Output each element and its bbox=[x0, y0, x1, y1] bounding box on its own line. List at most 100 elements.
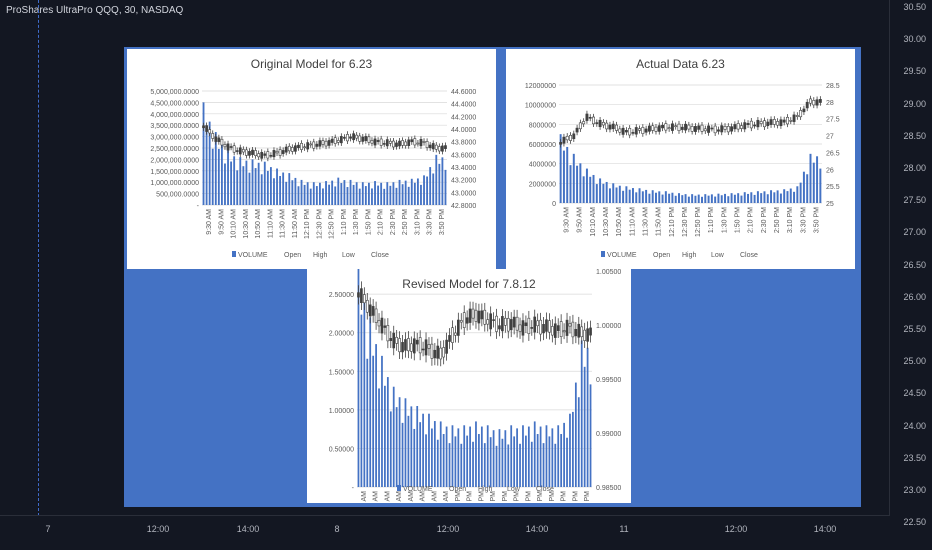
volume-bar bbox=[566, 146, 569, 203]
volume-bar bbox=[273, 178, 275, 205]
candlestick bbox=[427, 337, 431, 356]
candlestick bbox=[422, 138, 426, 146]
volume-bar bbox=[710, 194, 713, 203]
x-tick-label: 3:10 PM bbox=[414, 209, 421, 235]
volume-bar bbox=[315, 186, 318, 205]
candlestick bbox=[518, 317, 522, 339]
volume-bar bbox=[560, 434, 563, 487]
candlestick bbox=[425, 138, 429, 151]
volume-bar bbox=[230, 161, 233, 205]
candlestick bbox=[786, 114, 789, 128]
price-tick: 25.00 bbox=[903, 356, 926, 367]
candlestick bbox=[548, 313, 551, 340]
candlestick bbox=[647, 122, 651, 135]
candlestick bbox=[421, 341, 425, 357]
candlestick bbox=[226, 140, 230, 154]
price-axis[interactable]: 30.50 30.00 29.50 29.00 28.50 28.00 27.50 27.00… bbox=[889, 0, 932, 527]
volume-bar bbox=[454, 436, 457, 487]
volume-bar bbox=[276, 168, 278, 205]
time-axis[interactable]: 7 12:00 14:00 8 12:00 14:00 11 12:00 14:00 bbox=[0, 515, 890, 550]
volume-bar bbox=[812, 162, 815, 203]
y2-tick-label: 43.6000 bbox=[451, 152, 476, 159]
volume-bar bbox=[766, 194, 769, 203]
volume-bar bbox=[381, 355, 383, 487]
candlestick bbox=[545, 312, 548, 339]
candlestick bbox=[723, 123, 727, 133]
volume-bar bbox=[674, 195, 677, 203]
volume-bar bbox=[687, 196, 690, 203]
candlestick bbox=[792, 111, 796, 125]
candlestick bbox=[474, 302, 478, 329]
x-tick-label: 1:30 PM bbox=[721, 207, 728, 233]
candlestick bbox=[677, 120, 681, 134]
candlestick bbox=[818, 96, 822, 106]
candlestick bbox=[572, 130, 576, 142]
x-tick-label: 11:50 AM bbox=[443, 491, 450, 503]
candlestick bbox=[355, 132, 359, 142]
candlestick bbox=[575, 124, 579, 136]
volume-bar bbox=[257, 162, 260, 205]
candlestick bbox=[533, 309, 537, 340]
volume-bar bbox=[392, 182, 395, 205]
candlestick bbox=[370, 137, 374, 147]
x-tick-label: 11:50 AM bbox=[292, 209, 299, 238]
volume-bar bbox=[334, 186, 337, 205]
y-tick-label: 2,500,000.0000 bbox=[150, 146, 199, 153]
volume-bar bbox=[401, 422, 404, 487]
candlestick bbox=[483, 302, 487, 332]
candlestick bbox=[504, 310, 507, 333]
volume-bar bbox=[595, 184, 598, 203]
volume-bar bbox=[489, 437, 492, 487]
x-tick-label: 11:50 AM bbox=[656, 207, 663, 236]
volume-bar bbox=[343, 180, 346, 205]
candlestick bbox=[398, 137, 401, 150]
volume-bar bbox=[589, 384, 592, 487]
volume-bar bbox=[527, 426, 530, 487]
volume-bar bbox=[266, 170, 269, 205]
candlestick bbox=[434, 142, 438, 153]
candlestick bbox=[389, 331, 393, 348]
candlestick bbox=[254, 147, 257, 159]
y2-tick-label: 28 bbox=[826, 100, 834, 107]
volume-bar bbox=[372, 355, 375, 487]
x-tick-label: 2:30 PM bbox=[761, 207, 768, 233]
y2-tick-label: 44.0000 bbox=[451, 127, 476, 134]
volume-bar bbox=[622, 190, 625, 203]
volume-bar bbox=[375, 344, 377, 487]
volume-bar bbox=[492, 430, 495, 487]
volume-bar bbox=[416, 178, 419, 205]
y2-tick-label: 44.2000 bbox=[451, 114, 476, 121]
volume-bar bbox=[664, 191, 667, 203]
volume-bar bbox=[478, 434, 480, 487]
volume-bar bbox=[282, 172, 285, 205]
candlestick bbox=[512, 309, 516, 335]
time-tick: 14:00 bbox=[813, 524, 837, 534]
candlestick bbox=[657, 122, 661, 135]
volume-bar bbox=[451, 425, 454, 487]
candlestick bbox=[229, 143, 233, 151]
candlestick bbox=[577, 316, 581, 345]
volume-bar bbox=[432, 173, 435, 205]
y-tick-label: 12000000 bbox=[525, 83, 556, 90]
volume-bar bbox=[419, 422, 422, 487]
candlestick bbox=[638, 125, 641, 134]
volume-bar bbox=[309, 188, 312, 205]
volume-bar bbox=[398, 179, 401, 205]
volume-bar bbox=[819, 168, 822, 203]
x-tick-label: 10:10 AM bbox=[590, 207, 597, 237]
volume-bar bbox=[495, 445, 498, 487]
volume-bar bbox=[707, 195, 710, 203]
y-tick-label: 8000000 bbox=[529, 122, 556, 129]
volume-bar bbox=[441, 157, 444, 205]
candlestick bbox=[248, 148, 251, 159]
volume-bar bbox=[661, 194, 664, 203]
volume-bar bbox=[328, 184, 331, 205]
volume-bar bbox=[554, 443, 557, 487]
candlestick bbox=[418, 330, 422, 361]
x-tick-label: 12:10 PM bbox=[669, 207, 676, 237]
y-tick-label: 3,000,000.0000 bbox=[150, 135, 199, 142]
candlestick bbox=[585, 110, 589, 124]
x-tick-label: 2:10 PM bbox=[525, 491, 532, 503]
candlestick bbox=[618, 125, 622, 136]
y2-tick-label: 1.00500 bbox=[596, 269, 621, 276]
